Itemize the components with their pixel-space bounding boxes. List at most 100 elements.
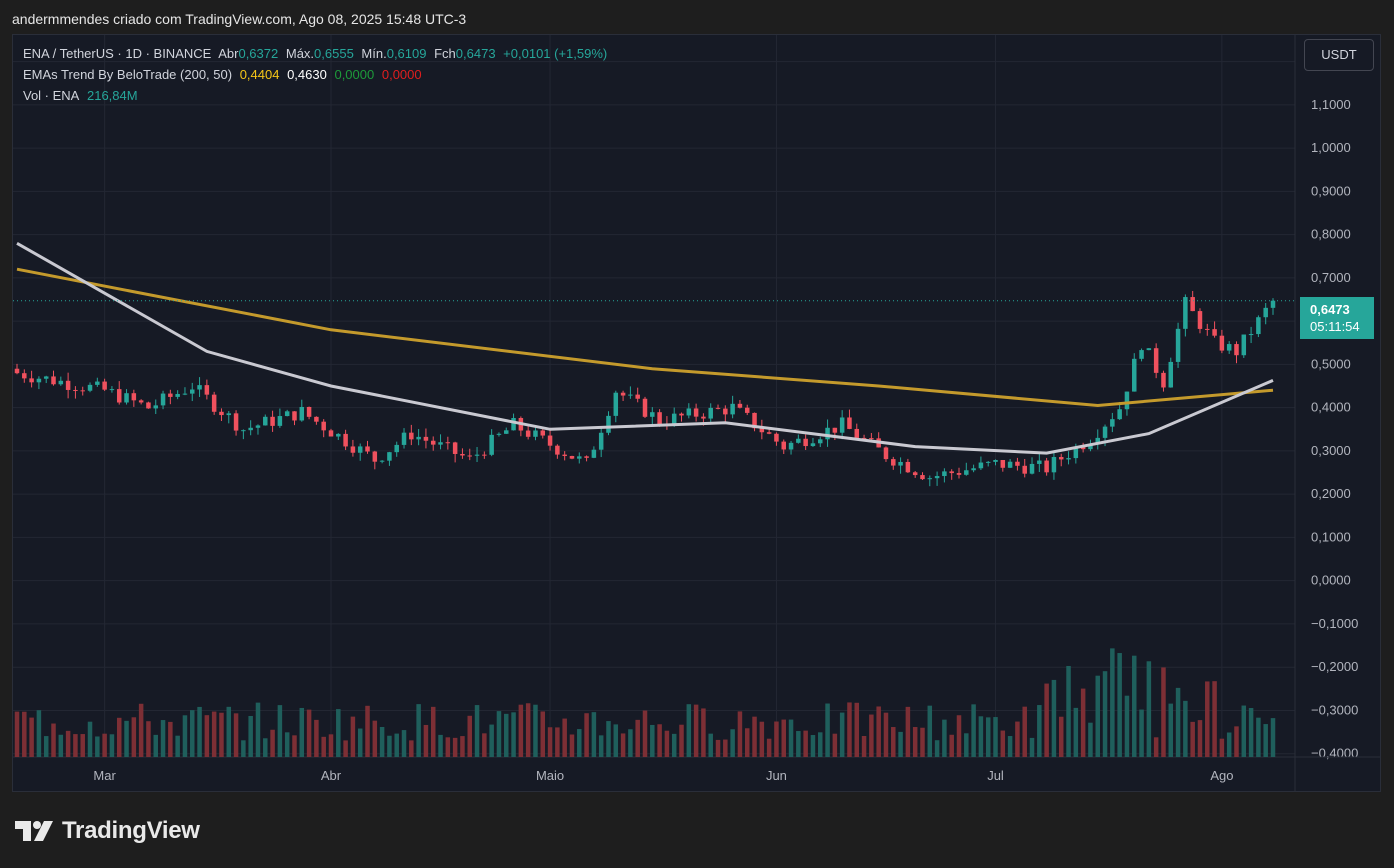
legend-symbol[interactable]: ENA / TetherUS · 1D · BINANCE — [23, 46, 212, 61]
volume-bar — [248, 715, 253, 757]
volume-bar — [774, 721, 779, 757]
price-chart[interactable]: 1,20001,10001,00000,90000,80000,70000,60… — [13, 35, 1381, 792]
volume-bar — [350, 716, 356, 757]
volume-bar — [1117, 653, 1122, 757]
candle-body — [350, 446, 356, 453]
candle-body — [175, 393, 180, 397]
legend-ema-name[interactable]: EMAs Trend By BeloTrade (200, 50) — [23, 67, 233, 82]
volume-bar — [36, 710, 42, 757]
volume-bar — [686, 704, 692, 757]
candle-body — [211, 394, 217, 412]
candle-body — [1102, 426, 1108, 438]
candle-body — [1095, 437, 1100, 445]
volume-bar — [671, 733, 677, 757]
volume-bar — [95, 736, 100, 757]
candle-body — [613, 392, 619, 416]
volume-bar — [452, 737, 458, 757]
volume-bar — [1051, 679, 1057, 757]
candle-body — [1226, 344, 1232, 351]
candle-body — [284, 411, 290, 417]
candle-body — [511, 418, 516, 431]
volume-bar — [299, 707, 305, 757]
volume-bar — [168, 721, 173, 757]
volume-bar — [657, 724, 662, 757]
volume-bar — [577, 729, 582, 757]
candle-body — [124, 393, 129, 403]
candle-body — [1088, 444, 1093, 450]
candle-body — [314, 416, 319, 422]
volume-bar — [87, 721, 93, 757]
volume-bar — [160, 720, 166, 757]
candle-body — [555, 445, 560, 455]
volume-bar — [730, 729, 735, 757]
legend-volume-row[interactable]: Vol · ENA 216,84M — [23, 88, 142, 103]
y-tick-label: 0,5000 — [1311, 356, 1351, 371]
legend-volume-label[interactable]: Vol · ENA — [23, 88, 80, 103]
volume-bar — [679, 724, 684, 757]
volume-bar — [1066, 665, 1071, 757]
candle-body — [1256, 317, 1261, 335]
candle-body — [1161, 372, 1166, 388]
candle-body — [598, 432, 604, 450]
candle-body — [847, 417, 852, 429]
legend-ema200-value: 0,4404 — [239, 67, 280, 82]
volume-bar — [511, 712, 516, 757]
volume-bar — [701, 708, 706, 757]
candle-body — [474, 454, 480, 456]
candle-body — [788, 442, 794, 450]
volume-bar — [796, 731, 801, 757]
legend-ema-row[interactable]: EMAs Trend By BeloTrade (200, 50) 0,4404… — [23, 67, 426, 82]
candle-body — [22, 373, 27, 379]
candle-body — [467, 455, 472, 457]
volume-bar — [1102, 671, 1108, 757]
candle-body — [1117, 409, 1122, 420]
candle-body — [869, 438, 874, 440]
candle-body — [409, 432, 414, 440]
candle-body — [1132, 358, 1137, 392]
volume-bar — [1095, 675, 1100, 757]
candle-body — [306, 406, 312, 417]
candle-body — [964, 470, 969, 475]
volume-bar — [387, 735, 392, 757]
candle-body — [29, 378, 34, 383]
candle-body — [190, 389, 195, 394]
volume-bar — [628, 729, 633, 757]
legend-high-value: 0,6555 — [314, 46, 354, 61]
candle-body — [489, 434, 494, 455]
candle-body — [504, 430, 509, 434]
volume-bar — [1256, 717, 1261, 757]
volume-bar — [737, 711, 743, 757]
candle-body — [1124, 391, 1130, 410]
candle-body — [744, 407, 750, 413]
volume-bar — [58, 734, 64, 757]
currency-button[interactable]: USDT — [1304, 39, 1374, 71]
candle-body — [1029, 463, 1035, 474]
candle-body — [58, 380, 64, 385]
candle-body — [1051, 457, 1057, 473]
volume-bar — [978, 716, 984, 757]
candle-body — [1197, 311, 1203, 329]
tradingview-logo[interactable]: TradingView — [14, 816, 200, 846]
volume-bar — [985, 717, 991, 757]
volume-bar — [1168, 703, 1174, 757]
volume-bar — [357, 728, 363, 757]
volume-bar — [131, 717, 137, 757]
candle-body — [1000, 460, 1006, 468]
volume-bar — [430, 706, 436, 757]
volume-bar — [51, 723, 56, 757]
volume-bar — [861, 735, 867, 757]
candle-body — [1183, 297, 1188, 329]
chart-panel[interactable]: 1,20001,10001,00000,90000,80000,70000,60… — [12, 34, 1381, 792]
candle-body — [949, 471, 954, 474]
legend-ema-value-4: 0,0000 — [381, 67, 422, 82]
y-tick-label: 0,0000 — [1311, 573, 1351, 588]
volume-bar — [1007, 736, 1013, 757]
candle-body — [423, 436, 429, 441]
volume-bar — [927, 705, 933, 757]
candle-body — [14, 368, 20, 374]
volume-bar — [839, 712, 845, 757]
volume-bar — [1110, 648, 1115, 757]
candle-body — [116, 389, 122, 403]
candle-body — [993, 460, 998, 462]
candle-body — [679, 413, 684, 416]
